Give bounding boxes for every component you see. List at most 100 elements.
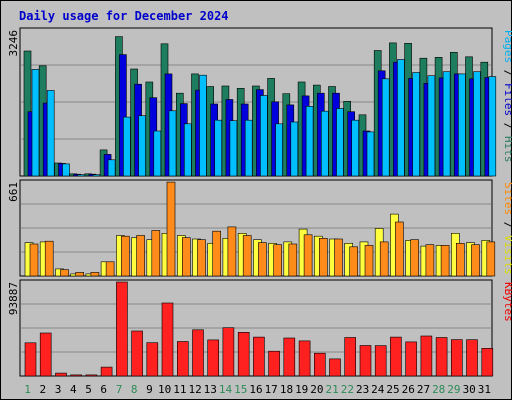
- chart-title: Daily usage for December 2024: [19, 9, 229, 23]
- bar-sites-day-3: [60, 269, 69, 277]
- bar-pages-day-18: [290, 121, 299, 177]
- panel-legend: Pages / Files / Hits: [502, 30, 512, 163]
- bar-pages-day-6: [107, 159, 116, 177]
- x-tick-label-4: 4: [70, 383, 77, 396]
- panel-legend: Sites / Visits: [502, 182, 512, 275]
- y-max-label: 661: [7, 182, 20, 202]
- x-tick-label-1: 1: [24, 383, 31, 396]
- bar-kbytes-day-17: [268, 350, 280, 377]
- bar-kbytes-day-31: [481, 347, 494, 377]
- bar-kbytes-day-12: [192, 329, 204, 377]
- bar-kbytes-day-3: [55, 372, 67, 377]
- x-tick-label-11: 11: [173, 383, 186, 396]
- x-tick-label-23: 23: [356, 383, 369, 396]
- bar-kbytes-day-29: [450, 339, 463, 377]
- bar-pages-day-17: [275, 123, 283, 177]
- bar-sites-day-27: [425, 244, 435, 277]
- bar-sites-day-22: [349, 246, 359, 277]
- bar-kbytes-day-7: [116, 281, 128, 377]
- bar-kbytes-day-15: [237, 331, 250, 377]
- bar-pages-day-20: [320, 110, 329, 177]
- bar-pages-day-25: [397, 59, 405, 177]
- x-tick-label-9: 9: [146, 383, 153, 396]
- bar-sites-day-11: [182, 237, 191, 277]
- bar-sites-day-10: [166, 181, 176, 277]
- bar-kbytes-day-28: [435, 337, 448, 377]
- bar-kbytes-day-23: [359, 345, 372, 377]
- bar-sites-day-21: [334, 238, 343, 277]
- bar-pages-day-28: [442, 71, 451, 177]
- bar-kbytes-day-13: [207, 339, 219, 377]
- bar-pages-day-16: [260, 95, 268, 177]
- bar-pages-day-3: [62, 163, 70, 177]
- bar-kbytes-day-16: [253, 336, 265, 377]
- bar-kbytes-day-27: [420, 335, 433, 377]
- panel-visits: 661 Sites / Visits: [7, 179, 512, 277]
- bar-kbytes-day-22: [344, 337, 357, 377]
- panel-requests: 3246 Pages / Files / Hits: [7, 27, 512, 177]
- bar-sites-day-6: [105, 261, 115, 277]
- legend-entry: /: [502, 63, 512, 83]
- legend-entry: Pages: [502, 30, 512, 63]
- x-tick-label-31: 31: [478, 383, 491, 396]
- bar-pages-day-30: [473, 71, 481, 177]
- legend-entry: /: [502, 116, 512, 136]
- legend-entry: Visits: [502, 235, 512, 275]
- x-tick-label-13: 13: [204, 383, 217, 396]
- legend-entry: Files: [502, 83, 512, 116]
- bar-sites-day-23: [364, 245, 374, 277]
- legend-entry: Hits: [502, 136, 512, 163]
- x-tick-label-10: 10: [158, 383, 171, 396]
- bar-pages-day-9: [153, 130, 162, 177]
- bar-kbytes-day-1: [24, 342, 37, 377]
- bar-sites-day-31: [486, 241, 496, 277]
- x-tick-label-17: 17: [265, 383, 278, 396]
- bar-pages-day-23: [366, 131, 375, 177]
- bar-sites-day-29: [455, 243, 465, 277]
- bar-sites-day-15: [242, 235, 252, 277]
- bar-kbytes-day-5: [85, 374, 98, 377]
- bar-pages-day-11: [184, 123, 192, 177]
- x-tick-label-19: 19: [295, 383, 308, 396]
- bar-pages-day-14: [229, 120, 238, 177]
- x-tick-label-24: 24: [371, 383, 385, 396]
- x-axis-labels: 1 2 3 4 5 6 7 8 9 10 11 12 13 14 15 16 17 18 19 20 21 22 23 24 2…: [24, 383, 491, 396]
- bar-kbytes-day-21: [329, 358, 341, 377]
- bar-sites-day-20: [318, 238, 328, 277]
- x-tick-label-15: 15: [234, 383, 247, 396]
- bar-pages-day-21: [336, 108, 344, 177]
- bar-kbytes-day-9: [146, 342, 159, 377]
- bar-pages-day-1: [31, 69, 40, 177]
- bar-pages-day-15: [244, 119, 253, 177]
- bar-kbytes-day-6: [100, 366, 113, 377]
- bar-kbytes-day-20: [313, 352, 326, 377]
- legend-entry: Sites: [502, 182, 512, 215]
- x-tick-label-7: 7: [116, 383, 123, 396]
- bar-pages-day-13: [214, 119, 222, 177]
- x-tick-label-27: 27: [417, 383, 430, 396]
- bar-pages-day-26: [412, 72, 420, 177]
- y-max-label: 93887: [7, 282, 20, 315]
- bar-sites-day-7: [121, 235, 130, 277]
- x-tick-label-28: 28: [432, 383, 445, 396]
- bar-kbytes-day-14: [222, 327, 235, 377]
- bar-sites-day-19: [303, 234, 313, 277]
- bar-sites-day-24: [379, 241, 389, 277]
- bar-sites-day-30: [471, 244, 480, 277]
- bar-kbytes-day-4: [70, 374, 82, 377]
- y-max-label: 3246: [7, 30, 20, 57]
- bar-kbytes-day-18: [283, 337, 296, 377]
- bar-pages-day-4: [77, 174, 85, 177]
- bar-kbytes-day-19: [298, 340, 311, 377]
- bar-sites-day-17: [273, 244, 282, 277]
- bar-pages-day-27: [427, 75, 436, 177]
- x-tick-label-21: 21: [325, 383, 338, 396]
- x-tick-label-26: 26: [402, 383, 415, 396]
- bar-sites-day-13: [212, 230, 221, 277]
- bar-pages-day-19: [305, 106, 314, 177]
- bar-pages-day-7: [123, 116, 131, 177]
- bar-kbytes-day-10: [161, 302, 174, 377]
- x-tick-label-5: 5: [85, 383, 92, 396]
- panel-legend: KBytes: [502, 282, 512, 322]
